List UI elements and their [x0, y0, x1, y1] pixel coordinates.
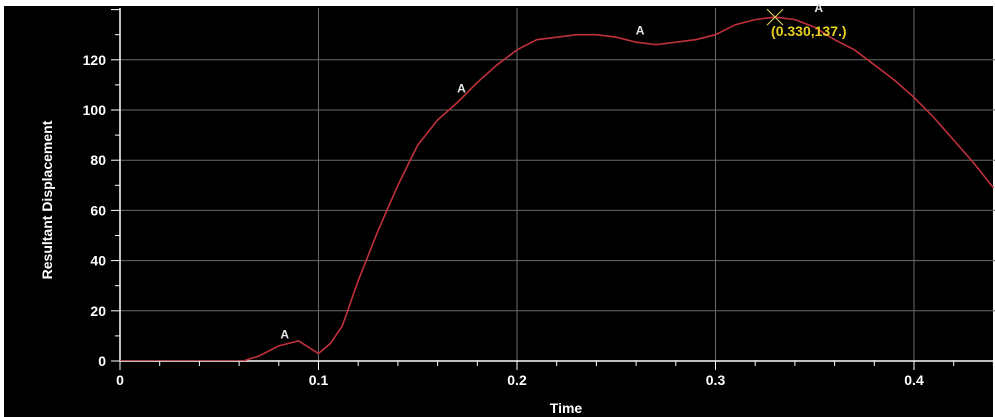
y-tick-label: 0: [98, 353, 106, 369]
marker-layer: A A A A: [280, 1, 823, 341]
y-tick-label: 20: [90, 303, 106, 319]
y-axis-label: Resultant Displacement: [39, 120, 55, 279]
x-tick-label: 0.2: [507, 372, 527, 388]
series-layer: [120, 16, 995, 361]
x-tick-label: 0.1: [309, 372, 329, 388]
series-marker-label: A: [280, 327, 289, 341]
chart-background: [4, 6, 993, 417]
axes: [111, 8, 995, 370]
y-tick-label: 100: [83, 102, 107, 118]
y-tick-label: 120: [83, 52, 107, 68]
y-tick-label: 60: [90, 202, 106, 218]
series-marker-label: A: [814, 1, 823, 15]
series-line: [120, 16, 995, 361]
x-axis-label: Time: [550, 400, 583, 416]
series-marker-label: A: [636, 24, 645, 38]
x-tick-label: 0.3: [706, 372, 726, 388]
cursor-readout: (0.330,137.): [771, 23, 847, 39]
y-tick-label: 80: [90, 152, 106, 168]
cursor-cross-b: [766, 8, 784, 26]
annotation-layer: (0.330,137.): [766, 8, 847, 39]
y-tick-label: 40: [90, 253, 106, 269]
series-marker-label: A: [457, 81, 466, 95]
x-tick-label: 0: [116, 372, 124, 388]
x-tick-label: 0.4: [904, 372, 924, 388]
grid: [120, 8, 995, 361]
tick-labels: 0 0.1 0.2 0.3 0.4 0 20 40 60 80 100 120: [83, 52, 924, 388]
